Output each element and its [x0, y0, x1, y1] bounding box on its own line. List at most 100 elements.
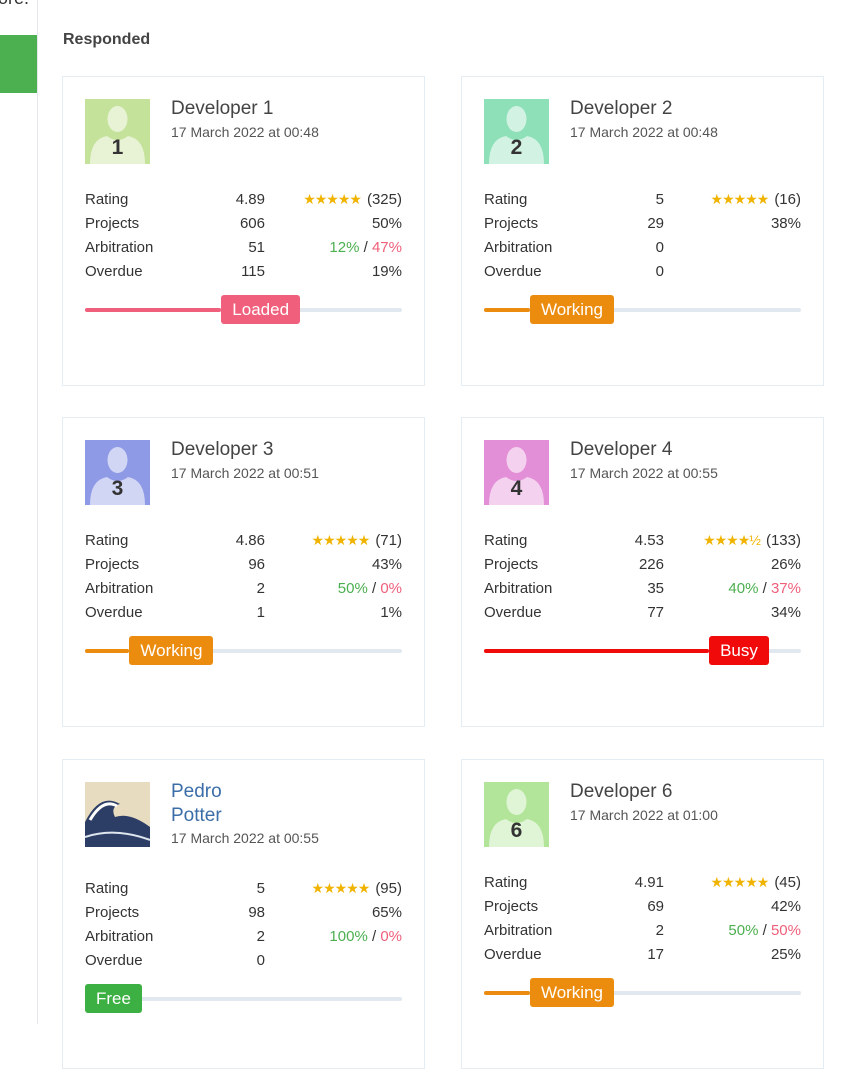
- projects-percent: 26%: [770, 555, 801, 573]
- response-date: 17 March 2022 at 00:51: [171, 465, 319, 481]
- projects-row: Projects 226 26%: [484, 552, 801, 576]
- developer-name: Developer 3: [171, 439, 274, 460]
- avatar[interactable]: 3: [85, 440, 150, 505]
- projects-percent: 38%: [770, 214, 801, 232]
- arbitration-row: Arbitration 2 50% / 0%: [85, 579, 402, 597]
- overdue-value: 0: [256, 951, 265, 969]
- truncated-text: ore.: [0, 0, 29, 9]
- projects-label: Projects: [484, 214, 539, 232]
- developer-card: 1 Developer 1 17 March 2022 at 00:48 Rat…: [62, 76, 425, 386]
- avatar[interactable]: 2: [484, 99, 549, 164]
- developer-name: Developer 1: [171, 98, 274, 119]
- stats-table: Rating 4.91 ★★★★★ (45) Projects 69 42% Arbitr…: [484, 870, 801, 966]
- response-date: 17 March 2022 at 01:00: [570, 807, 718, 823]
- response-date: 17 March 2022 at 00:48: [171, 124, 319, 140]
- avatar[interactable]: 4: [484, 440, 549, 505]
- developer-card: 4 Developer 4 17 March 2022 at 00:55 Rat…: [461, 417, 824, 727]
- arbitration-loss: 0%: [380, 579, 402, 597]
- arbitration-win: 50%: [337, 579, 368, 597]
- arbitration-label: Arbitration: [484, 921, 553, 939]
- arbitration-row: Arbitration 51 12% / 47%: [85, 238, 402, 256]
- arbitration-value: 2: [256, 579, 265, 597]
- stats-table: Rating 5 ★★★★★ (16) Projects 29 38% Arbitrati…: [484, 187, 801, 283]
- rating-label: Rating: [85, 190, 129, 208]
- avatar[interactable]: 1: [85, 99, 150, 164]
- person-silhouette-icon: [484, 782, 549, 847]
- arbitration-label: Arbitration: [484, 579, 553, 597]
- workload-bar: Working: [484, 295, 801, 324]
- arbitration-loss: 50%: [770, 921, 801, 939]
- stats-table: Rating 4.53 ★★★★½ (133) Projects 226 26% Arbi…: [484, 528, 801, 624]
- overdue-row: Overdue 1 1%: [85, 600, 402, 624]
- person-silhouette-icon: [484, 440, 549, 505]
- review-count: (95): [375, 879, 402, 897]
- developer-card: 3 Developer 3 17 March 2022 at 00:51 Rat…: [62, 417, 425, 727]
- great-wave-image: [85, 782, 150, 847]
- arbitration-label: Arbitration: [85, 238, 154, 256]
- stats-table: Rating 4.86 ★★★★★ (71) Projects 96 43% Arbitr…: [85, 528, 402, 624]
- status-badge: Working: [529, 978, 614, 1007]
- projects-value: 69: [647, 897, 664, 915]
- projects-value: 96: [248, 555, 265, 573]
- star-rating-icon: ★★★★★: [710, 873, 770, 890]
- arbitration-row: Arbitration 35 40% / 37%: [484, 579, 801, 597]
- overdue-value: 17: [647, 945, 664, 963]
- rating-value: 5: [655, 190, 664, 208]
- overdue-percent: 1%: [380, 603, 402, 621]
- stats-table: Rating 4.89 ★★★★★ (325) Projects 606 50% Arbi…: [85, 187, 402, 283]
- arbitration-win: 100%: [329, 927, 368, 945]
- rating-label: Rating: [85, 879, 129, 897]
- rating-value: 4.91: [634, 873, 664, 891]
- star-rating-icon: ★★★★★: [710, 190, 770, 207]
- arbitration-value: 0: [655, 238, 664, 256]
- projects-row: Projects 98 65%: [85, 900, 402, 924]
- workload-fill: [85, 308, 222, 312]
- overdue-label: Overdue: [85, 603, 143, 621]
- arbitration-win: 12%: [329, 238, 360, 256]
- stats-table: Rating 5 ★★★★★ (95) Projects 98 65% Arbitrati…: [85, 876, 402, 972]
- response-date: 17 March 2022 at 00:48: [570, 124, 718, 140]
- overdue-value: 0: [655, 262, 664, 280]
- developer-name[interactable]: Pedro Potter: [171, 781, 222, 826]
- projects-value: 226: [638, 555, 664, 573]
- arbitration-label: Arbitration: [484, 238, 553, 256]
- rating-row: Rating 4.91 ★★★★★ (45): [484, 870, 801, 894]
- star-rating-icon: ★★★★★: [311, 879, 371, 896]
- person-silhouette-icon: [85, 99, 150, 164]
- star-rating-icon: ★★★★★: [311, 531, 371, 548]
- projects-percent: 65%: [371, 903, 402, 921]
- rating-label: Rating: [484, 531, 528, 549]
- avatar[interactable]: 6: [484, 782, 549, 847]
- projects-label: Projects: [484, 555, 539, 573]
- avatar-number: 2: [510, 136, 523, 159]
- avatar[interactable]: [85, 782, 150, 847]
- workload-bar: Working: [85, 636, 402, 665]
- response-date: 17 March 2022 at 00:55: [171, 830, 319, 846]
- rating-value: 5: [256, 879, 265, 897]
- overdue-label: Overdue: [484, 945, 542, 963]
- workload-fill: [484, 649, 710, 653]
- rating-value: 4.53: [634, 531, 664, 549]
- overdue-row: Overdue 17 25%: [484, 942, 801, 966]
- projects-percent: 50%: [371, 214, 402, 232]
- sidebar-green-button[interactable]: [0, 35, 37, 93]
- rating-value: 4.89: [235, 190, 265, 208]
- avatar-number: 6: [510, 819, 523, 842]
- arbitration-loss: 0%: [380, 927, 402, 945]
- response-date: 17 March 2022 at 00:55: [570, 465, 718, 481]
- rating-row: Rating 5 ★★★★★ (16): [484, 187, 801, 211]
- projects-label: Projects: [484, 897, 539, 915]
- arbitration-loss: 37%: [770, 579, 801, 597]
- arbitration-win: 40%: [728, 579, 759, 597]
- rating-value: 4.86: [235, 531, 265, 549]
- person-silhouette-icon: [484, 99, 549, 164]
- arbitration-label: Arbitration: [85, 927, 154, 945]
- rating-label: Rating: [484, 190, 528, 208]
- review-count: (325): [366, 190, 402, 208]
- arbitration-value: 35: [647, 579, 664, 597]
- status-badge: Free: [85, 984, 142, 1013]
- arbitration-win: 50%: [728, 921, 759, 939]
- arbitration-row: Arbitration 2 100% / 0%: [85, 927, 402, 945]
- overdue-value: 1: [256, 603, 265, 621]
- avatar-number: 1: [111, 136, 124, 159]
